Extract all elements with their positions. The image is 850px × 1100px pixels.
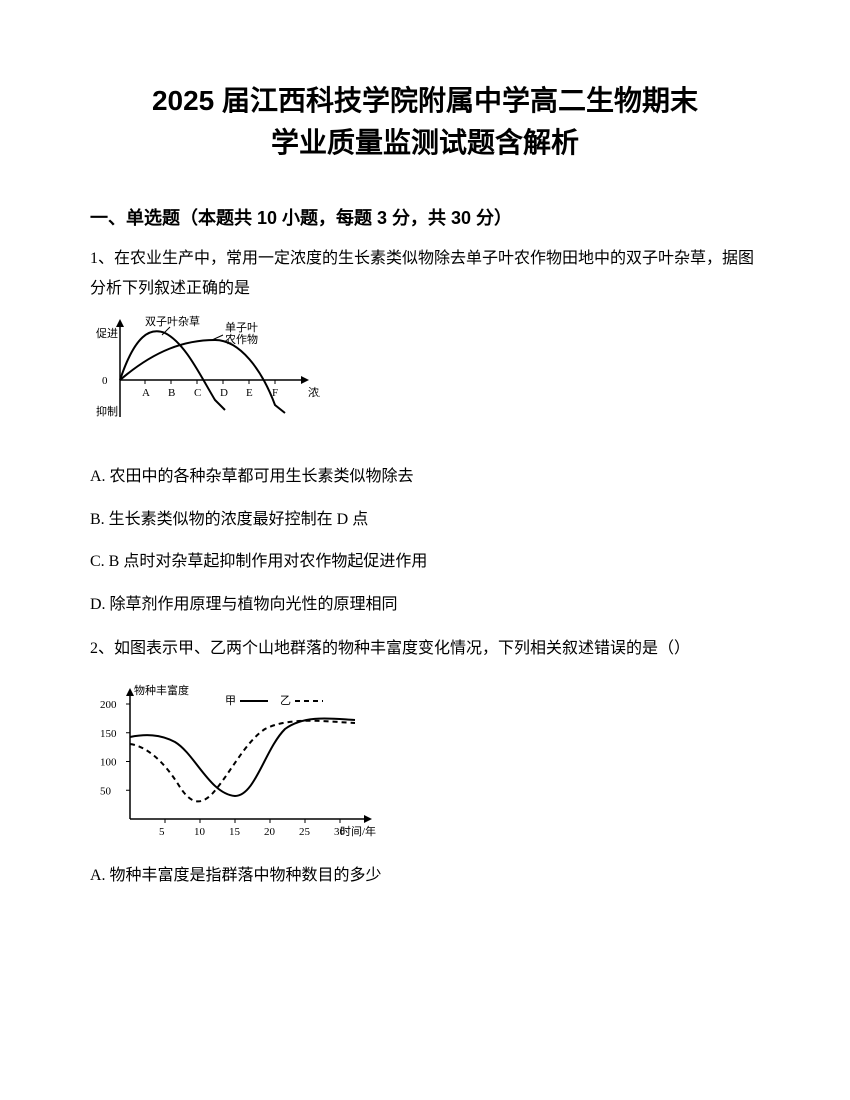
q2-stem: 2、如图表示甲、乙两个山地群落的物种丰富度变化情况，下列相关叙述错误的是（） (90, 634, 760, 664)
svg-text:25: 25 (299, 826, 311, 838)
svg-text:双子叶杂草: 双子叶杂草 (145, 315, 200, 328)
svg-text:B: B (168, 387, 175, 399)
svg-text:E: E (246, 387, 253, 399)
svg-text:150: 150 (100, 728, 117, 740)
svg-text:农作物: 农作物 (225, 332, 258, 346)
q1-option-c: C. B 点时对杂草起抑制作用对农作物起促进作用 (90, 548, 760, 577)
q2-option-a: A. 物种丰富度是指群落中物种数目的多少 (90, 862, 760, 891)
svg-text:20: 20 (264, 826, 276, 838)
title-line-2: 学业质量监测试题含解析 (90, 122, 760, 164)
svg-text:D: D (220, 387, 228, 399)
svg-text:单子叶: 单子叶 (225, 321, 258, 334)
page-title: 2025 届江西科技学院附属中学高二生物期末 学业质量监测试题含解析 (90, 80, 760, 164)
exam-page: 2025 届江西科技学院附属中学高二生物期末 学业质量监测试题含解析 一、单选题… (0, 0, 850, 945)
svg-text:抑制: 抑制 (96, 404, 118, 418)
q1-option-a: A. 农田中的各种杂草都可用生长素类似物除去 (90, 463, 760, 492)
q1-option-d: D. 除草剂作用原理与植物向光性的原理相同 (90, 591, 760, 620)
svg-text:物种丰富度: 物种丰富度 (134, 683, 189, 697)
svg-text:0: 0 (102, 375, 108, 387)
q2-chart-svg: 50100150200物种丰富度51015202530时间/年甲乙 (90, 674, 380, 844)
svg-text:C: C (194, 387, 201, 399)
svg-text:甲: 甲 (225, 695, 236, 707)
q1-chart: 促进0抑制ABCDEF浓度双子叶杂草单子叶农作物 (90, 315, 760, 445)
svg-text:浓度: 浓度 (308, 385, 320, 399)
svg-text:A: A (142, 387, 150, 399)
q2-chart: 50100150200物种丰富度51015202530时间/年甲乙 (90, 674, 760, 844)
svg-text:5: 5 (159, 826, 165, 838)
svg-text:乙: 乙 (280, 694, 291, 707)
q1-chart-svg: 促进0抑制ABCDEF浓度双子叶杂草单子叶农作物 (90, 315, 320, 445)
svg-text:10: 10 (194, 826, 206, 838)
svg-text:200: 200 (100, 699, 117, 711)
q1-stem: 1、在农业生产中，常用一定浓度的生长素类似物除去单子叶农作物田地中的双子叶杂草，… (90, 244, 760, 305)
svg-text:15: 15 (229, 826, 241, 838)
svg-text:时间/年: 时间/年 (340, 824, 376, 838)
title-line-1: 2025 届江西科技学院附属中学高二生物期末 (90, 80, 760, 122)
svg-text:促进: 促进 (96, 326, 118, 340)
q1-option-b: B. 生长素类似物的浓度最好控制在 D 点 (90, 506, 760, 535)
section-heading: 一、单选题（本题共 10 小题，每题 3 分，共 30 分） (90, 204, 760, 230)
svg-text:50: 50 (100, 786, 112, 798)
svg-text:100: 100 (100, 757, 117, 769)
